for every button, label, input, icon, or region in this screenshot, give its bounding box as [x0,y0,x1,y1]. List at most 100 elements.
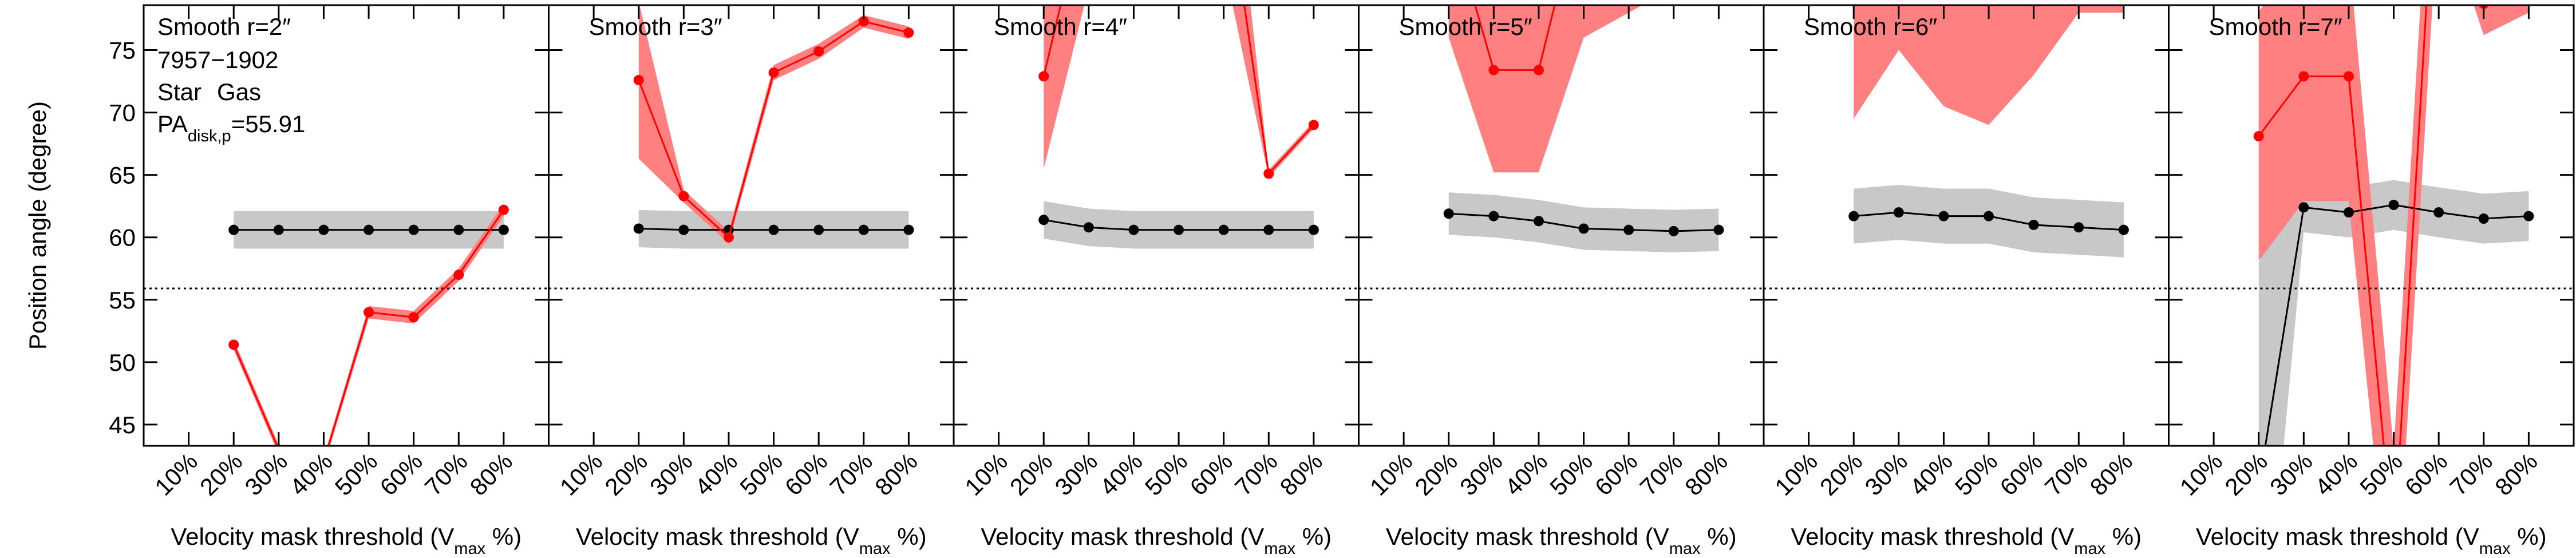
x-tick-label: 40% [1905,448,1958,501]
data-point [364,307,374,318]
data-point [2478,213,2489,224]
x-tick-label: 60% [1994,448,2048,501]
data-point [1263,168,1274,179]
y-tick-label: 70 [109,100,136,126]
pa-sub: disk,p [188,127,231,145]
data-point [498,224,509,235]
data-point [2523,211,2534,221]
error-band [1854,5,2124,125]
plot-area [2168,5,2574,446]
plot-area [1764,5,2169,290]
data-point [858,16,869,27]
error-band [2258,180,2529,446]
data-point [1938,211,1949,221]
data-point [1038,71,1049,82]
x-tick-label: 80% [1680,448,1733,501]
data-point [1578,223,1589,234]
data-point [1713,224,1724,235]
x-tick-label: 80% [2490,448,2543,501]
x-tick-label: 20% [1409,448,1463,501]
x-tick-label: 60% [1590,448,1643,501]
y-tick-label: 75 [109,37,136,64]
x-tick-label: 40% [1500,448,1553,501]
x-label-sub: max [2479,540,2511,558]
x-tick-label: 50% [2354,448,2408,501]
x-tick-label: 70% [1634,448,1688,501]
panel-title: Smooth r=5″ [1399,13,1532,40]
data-point [1308,224,1319,235]
panel-title: Smooth r=2″ [157,13,291,40]
panel-title: Smooth r=3″ [589,13,722,40]
x-tick-label: 30% [645,448,698,501]
data-point [1848,211,1859,221]
x-label-sub: max [1264,540,1295,558]
x-label-tail: %) [891,523,927,550]
x-tick-label: 80% [465,448,518,501]
data-point [1083,222,1094,233]
x-label-text: Velocity mask threshold (V [1386,523,1669,550]
error-band [1448,5,1642,173]
y-tick-label: 60 [109,224,136,251]
data-point [1893,207,1904,218]
x-label-tail: %) [485,523,521,550]
data-point [408,312,419,323]
data-point [723,232,734,243]
x-label-tail: %) [2105,523,2142,550]
x-axis-label: Velocity mask threshold (Vmax %) [2196,523,2547,558]
disk-pa-label: PAdisk,p=55.91 [157,110,305,145]
x-tick-label: 30% [1455,448,1508,501]
x-tick-label: 50% [734,448,788,501]
x-tick-label: 20% [2219,448,2273,501]
x-tick-label: 30% [2265,448,2318,501]
data-point [273,224,284,235]
data-point [633,74,644,85]
data-point [2028,219,2039,230]
pa-text: PA [157,110,188,137]
data-point [2118,224,2129,235]
x-tick-label: 10% [1769,448,1823,501]
data-point [903,27,914,38]
x-label-sub: max [2074,540,2105,558]
data-point [2433,207,2444,218]
plot-area [144,203,549,446]
data-point [633,223,644,234]
x-axis-label: Velocity mask threshold (Vmax %) [981,523,1332,558]
data-point [318,224,329,235]
x-tick-label: 10% [2175,448,2228,501]
galaxy-id: 7957−1902 [157,46,278,73]
data-point [678,224,689,235]
x-tick-label: 60% [2400,448,2453,501]
x-label-sub: max [454,540,485,558]
x-tick-label: 10% [1365,448,1418,501]
x-tick-label: 40% [1095,448,1148,501]
x-tick-label: 70% [2444,448,2498,501]
x-label-text: Velocity mask threshold (V [981,523,1264,550]
pa-eq: = [231,110,246,137]
data-point [1533,65,1544,76]
data-point [813,46,824,57]
data-point [678,191,689,201]
x-tick-label: 20% [599,448,653,501]
data-point [1623,224,1634,235]
data-point [1984,211,1994,221]
x-tick-label: 20% [1005,448,1058,501]
plot-area [548,5,954,290]
x-tick-label: 50% [1544,448,1598,501]
x-tick-label: 60% [374,448,428,501]
y-axis-label: Position angle (degree) [24,101,51,350]
error-band [2258,5,2529,446]
panel-title: Smooth r=6″ [1804,13,1937,40]
data-point [1218,224,1229,235]
data-point [1443,208,1454,219]
data-point [1128,224,1139,235]
x-label-sub: max [1669,540,1701,558]
data-point [2343,71,2354,82]
data-point [2298,202,2309,213]
data-point [228,339,239,350]
x-label-text: Velocity mask threshold (V [1791,523,2074,550]
x-tick-label: 20% [1815,448,1868,501]
x-tick-label: 80% [2085,448,2138,501]
x-tick-label: 60% [780,448,833,501]
data-point [1174,224,1184,235]
